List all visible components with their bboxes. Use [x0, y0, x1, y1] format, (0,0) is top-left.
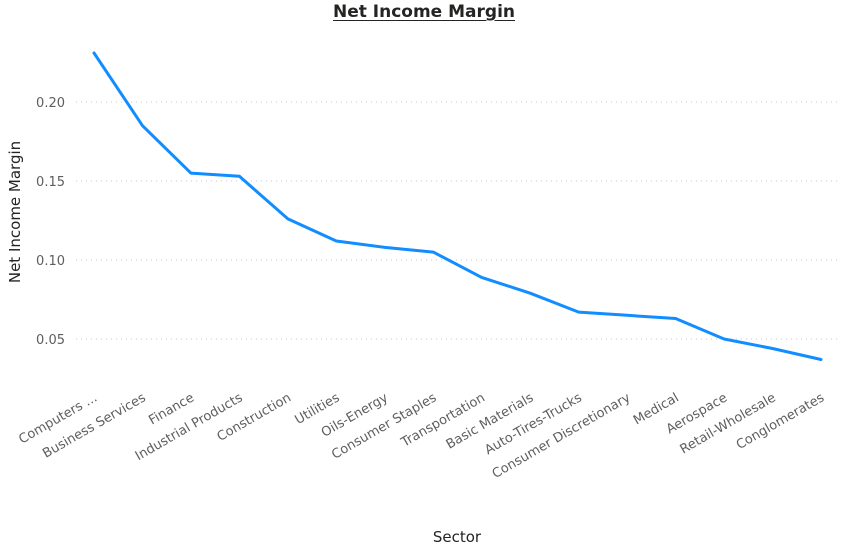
data-point[interactable]	[622, 310, 632, 320]
y-tick-label: 0.10	[36, 254, 65, 269]
y-tick-label: 0.20	[36, 96, 65, 111]
data-point[interactable]	[380, 242, 390, 252]
y-tick-label: 0.15	[36, 175, 65, 190]
x-axis-tick-labels: Computers ...Business ServicesFinanceInd…	[16, 390, 827, 482]
x-axis-title: Sector	[433, 528, 482, 546]
chart-title: Net Income Margin	[332, 2, 516, 22]
y-axis-title: Net Income Margin	[6, 141, 24, 283]
series-line[interactable]	[92, 51, 823, 361]
data-point[interactable]	[816, 355, 826, 365]
data-point[interactable]	[428, 247, 438, 257]
y-axis-tick-labels: 0.05 0.10 0.15 0.20	[36, 96, 65, 348]
data-point[interactable]	[331, 236, 341, 246]
data-point[interactable]	[89, 48, 99, 58]
x-tick-label: Conglomerates	[734, 390, 827, 453]
y-tick-label: 0.05	[36, 333, 65, 348]
grid-lines	[76, 101, 838, 340]
data-point[interactable]	[477, 272, 487, 282]
series-layer	[89, 48, 826, 365]
data-point[interactable]	[186, 168, 196, 178]
data-point[interactable]	[574, 307, 584, 317]
data-point[interactable]	[137, 121, 147, 131]
data-point[interactable]	[283, 214, 293, 224]
x-tick-label: Transportation	[398, 390, 488, 450]
data-point[interactable]	[671, 313, 681, 323]
data-point[interactable]	[768, 343, 778, 353]
data-point[interactable]	[719, 334, 729, 344]
data-point[interactable]	[234, 171, 244, 181]
data-point[interactable]	[525, 288, 535, 298]
